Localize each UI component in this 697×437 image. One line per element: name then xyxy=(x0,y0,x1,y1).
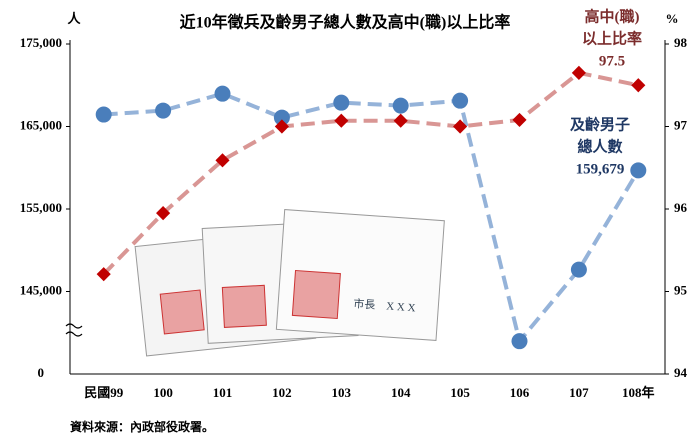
value-label: 159,679 xyxy=(576,161,625,177)
point xyxy=(570,261,587,278)
x-tick-label: 102 xyxy=(272,385,292,400)
x-tick-label: 104 xyxy=(391,385,411,400)
point xyxy=(274,119,289,134)
y2-tick-label: 97 xyxy=(674,117,688,132)
y-unit: 人 xyxy=(67,11,81,26)
point xyxy=(630,162,647,179)
x-tick-label: 101 xyxy=(213,385,233,400)
axis-break xyxy=(65,323,83,337)
stamp xyxy=(291,269,341,320)
value-label: 97.5 xyxy=(599,53,625,69)
point xyxy=(95,106,112,123)
point xyxy=(392,97,409,114)
point xyxy=(215,153,230,168)
x-tick-label: 105 xyxy=(450,385,470,400)
y-tick-label: 145,000 xyxy=(20,282,62,297)
y2-tick-label: 94 xyxy=(674,365,688,380)
series-label: 及齡男子 xyxy=(570,115,630,133)
series-line xyxy=(103,91,641,346)
point xyxy=(155,102,172,119)
stamp xyxy=(221,284,267,328)
y-tick-label: 155,000 xyxy=(20,200,62,215)
y-tick-label: 165,000 xyxy=(20,117,62,132)
point xyxy=(512,112,527,127)
x-tick-label: 108年 xyxy=(622,385,655,400)
y-tick-label: 175,000 xyxy=(20,35,62,50)
x-tick-label: 103 xyxy=(332,385,352,400)
point xyxy=(453,119,468,134)
series-label: 總人數 xyxy=(577,137,622,155)
card: 市長 X X X xyxy=(275,209,445,341)
x-tick-label: 107 xyxy=(569,385,589,400)
y2-tick-label: 95 xyxy=(674,282,688,297)
y2-unit: % xyxy=(666,11,679,26)
card-text: 市長 X X X xyxy=(353,296,416,314)
y-break-label: 0 xyxy=(38,365,45,380)
point xyxy=(273,109,290,126)
point xyxy=(393,113,408,128)
x-tick-label: 106 xyxy=(510,385,530,400)
document-cards: 市長 X X X xyxy=(134,209,445,357)
series-line xyxy=(102,70,639,276)
stamp xyxy=(159,289,205,335)
source: 資料來源：內政部役政署。 xyxy=(70,419,214,434)
x-tick-label: 100 xyxy=(153,385,173,400)
series-label: 以上比率 xyxy=(582,29,642,47)
series-label: 高中(職) xyxy=(585,7,640,25)
y2-tick-label: 96 xyxy=(674,200,688,215)
chart-title: 近10年徵兵及齡男子總人數及高中(職)以上比率 xyxy=(180,13,511,32)
point xyxy=(452,92,469,109)
point xyxy=(631,78,646,93)
point xyxy=(334,113,349,128)
point xyxy=(96,267,111,282)
point xyxy=(511,333,528,350)
y2-tick-label: 98 xyxy=(674,35,688,50)
point xyxy=(214,85,231,102)
point xyxy=(333,94,350,111)
point xyxy=(571,65,586,80)
point xyxy=(156,206,171,221)
x-tick-label: 民國99 xyxy=(84,385,124,400)
